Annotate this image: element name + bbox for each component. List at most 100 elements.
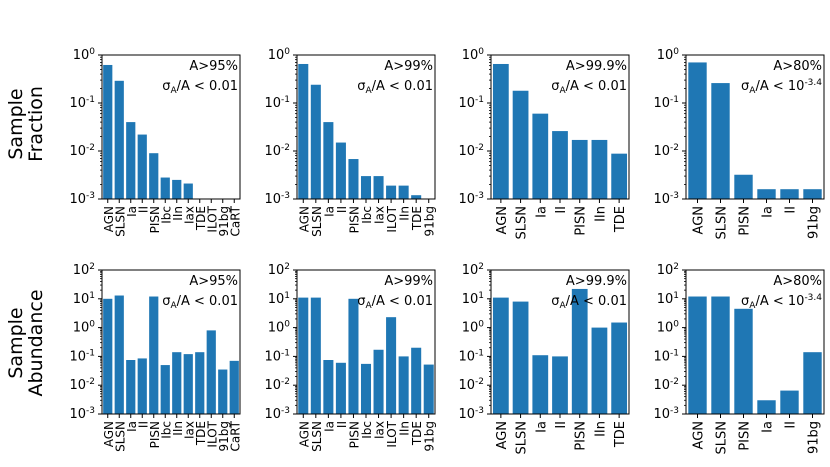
bar-91bg [423,364,434,414]
bar-ilot [206,330,216,414]
x-tick-label: Iax [182,206,196,224]
bar-ibc [160,177,170,199]
bar-ia [532,355,549,414]
annotation-uncertainty: σA/A < 0.01 [551,79,627,96]
x-tick-label: SLSN [715,421,730,454]
axes-frame [296,54,436,200]
y-tick-label: 102 [657,262,679,278]
bar-tde [611,153,628,199]
y-tick-label: 10-1 [264,95,290,111]
y-tick-label: 10-2 [264,143,290,159]
y-tick-label: 10-3 [264,406,290,422]
annotation-threshold: A>80% [773,59,822,74]
bar-iin [398,356,409,414]
x-tick-label: Ia [322,206,336,217]
bar-slsn [512,90,529,199]
y-tick-label: 10-2 [69,377,95,393]
x-tick-label: Iax [182,421,196,439]
bar-pisn [571,139,588,199]
y-tick-label: 100 [657,47,680,63]
bar-slsn [310,84,321,199]
x-tick-label: II [554,421,569,429]
bar-iax [183,354,193,414]
x-tick-label: TDE [194,206,208,231]
x-tick-label: TDE [410,421,424,446]
x-tick-label: PISN [738,206,753,236]
bar-ii [137,134,147,199]
y-tick-label: 100 [657,320,680,336]
y-tick-label: 10-1 [458,95,484,111]
y-tick-label: 10-1 [653,95,679,111]
axes-frame [101,269,241,415]
y-tick-label: 102 [268,262,290,278]
x-tick-label: II [784,421,799,429]
annotation-uncertainty: σA/A < 10-3.4 [741,293,822,311]
y-tick-label: 10-1 [264,348,290,364]
bar-ia [126,122,136,199]
x-tick-label: PISN [148,421,162,448]
bar-ia [757,189,776,199]
x-tick-label: CaRT [228,205,242,236]
panel-0-3: AGN SLSN PISN Ia II 91bg 10-3 10-2 10-1 100 A>80% σ… [653,47,825,239]
annotation-threshold: A>99% [384,274,433,289]
x-tick-label: SLSN [310,421,324,452]
x-tick-label: CaRT [228,420,242,451]
x-tick-label: AGN [692,206,707,234]
x-tick-label: PISN [574,206,589,236]
x-tick-label: II [784,206,799,214]
x-tick-label: TDE [613,421,628,448]
x-tick-label: SLSN [515,206,530,239]
panels: AGNSLSNIaIIPISNIbcIInIaxTDEILOT91bgCaRT1… [69,47,825,454]
annotation-uncertainty: σA/A < 0.01 [357,294,433,311]
bar-ia [323,360,334,414]
bar-ia [126,360,136,414]
bar-slsn [114,80,124,199]
x-tick-label: Ia [125,421,139,432]
bar-cart [229,360,239,414]
y-tick-label: 10-3 [458,406,484,422]
y-tick-label: 10-3 [653,191,679,207]
x-tick-label: PISN [738,421,753,451]
axes-frame [296,269,436,415]
bar-iin [172,352,182,414]
annotation-threshold: A>99.9% [566,274,627,289]
bar-pisn [348,298,359,414]
y-tick-label: 102 [73,262,95,278]
row-label-fraction-line2: Fraction [25,86,47,162]
bar-ii [335,142,346,199]
x-tick-label: PISN [347,206,361,233]
y-tick-label: 10-3 [264,191,290,207]
y-tick-label: 10-2 [458,377,484,393]
bar-ii [552,356,568,414]
x-tick-label: Ia [761,206,776,218]
bar-slsn [512,301,529,414]
x-tick-label: Iax [373,421,387,439]
x-tick-label: PISN [148,206,162,233]
bar-tde [411,347,422,414]
row-label-abundance-line1: Sample [5,307,27,378]
x-tick-label: AGN [495,421,510,449]
bar-ii [137,358,147,414]
y-tick-label: 10-2 [653,143,679,159]
y-tick-label: 10-2 [69,143,95,159]
bar-iin [591,139,608,199]
y-tick-label: 10-3 [69,191,95,207]
axes-frame [490,54,630,200]
y-tick-label: 101 [657,291,679,307]
annotation-uncertainty: σA/A < 0.01 [162,79,238,96]
y-tick-label: 101 [73,291,95,307]
x-tick-label: IIn [171,421,185,436]
bar-ilot [386,185,397,199]
y-tick-label: 100 [268,47,291,63]
bar-91bg [803,189,822,199]
x-tick-label: SLSN [515,421,530,454]
axes-frame [685,269,825,415]
bar-iax [373,176,384,199]
x-tick-label: TDE [194,421,208,446]
x-tick-label: ILOT [205,420,219,447]
y-tick-label: 100 [462,47,485,63]
